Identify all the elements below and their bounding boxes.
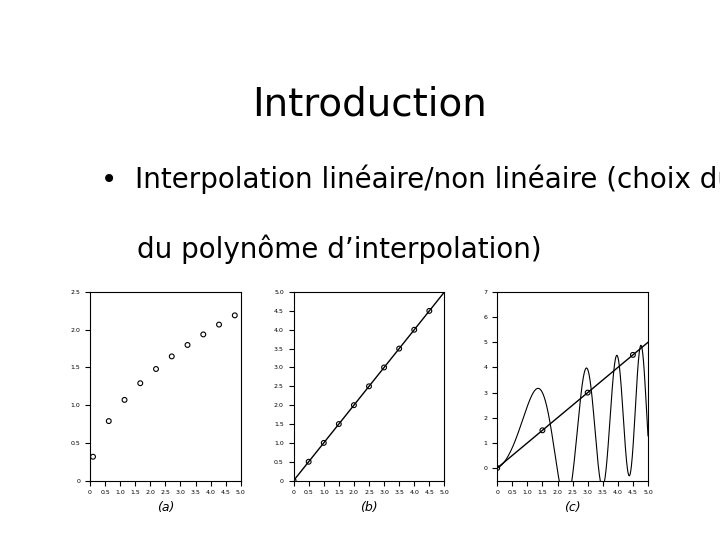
- Point: [423, 307, 435, 315]
- Point: [213, 320, 225, 329]
- X-axis label: (b): (b): [360, 501, 378, 514]
- Point: [135, 379, 146, 388]
- Point: [288, 476, 300, 485]
- X-axis label: (a): (a): [157, 501, 174, 514]
- Point: [333, 420, 345, 428]
- Point: [87, 453, 99, 461]
- Point: [181, 341, 193, 349]
- Point: [229, 311, 240, 320]
- Point: [378, 363, 390, 372]
- Point: [119, 396, 130, 404]
- Point: [627, 350, 639, 359]
- Point: [150, 364, 162, 373]
- Point: [393, 345, 405, 353]
- Point: [408, 326, 420, 334]
- Point: [318, 438, 330, 447]
- Point: [103, 417, 114, 426]
- Text: du polynôme d’interpolation): du polynôme d’interpolation): [138, 235, 542, 265]
- Point: [303, 457, 315, 466]
- Point: [492, 464, 503, 472]
- Point: [364, 382, 375, 390]
- Point: [348, 401, 360, 409]
- Point: [166, 352, 178, 361]
- Point: [582, 388, 593, 397]
- X-axis label: (c): (c): [564, 501, 581, 514]
- Text: Introduction: Introduction: [251, 85, 487, 124]
- Point: [536, 426, 548, 435]
- Text: •  Interpolation linéaire/non linéaire (choix du degré: • Interpolation linéaire/non linéaire (c…: [101, 164, 720, 194]
- Point: [197, 330, 209, 339]
